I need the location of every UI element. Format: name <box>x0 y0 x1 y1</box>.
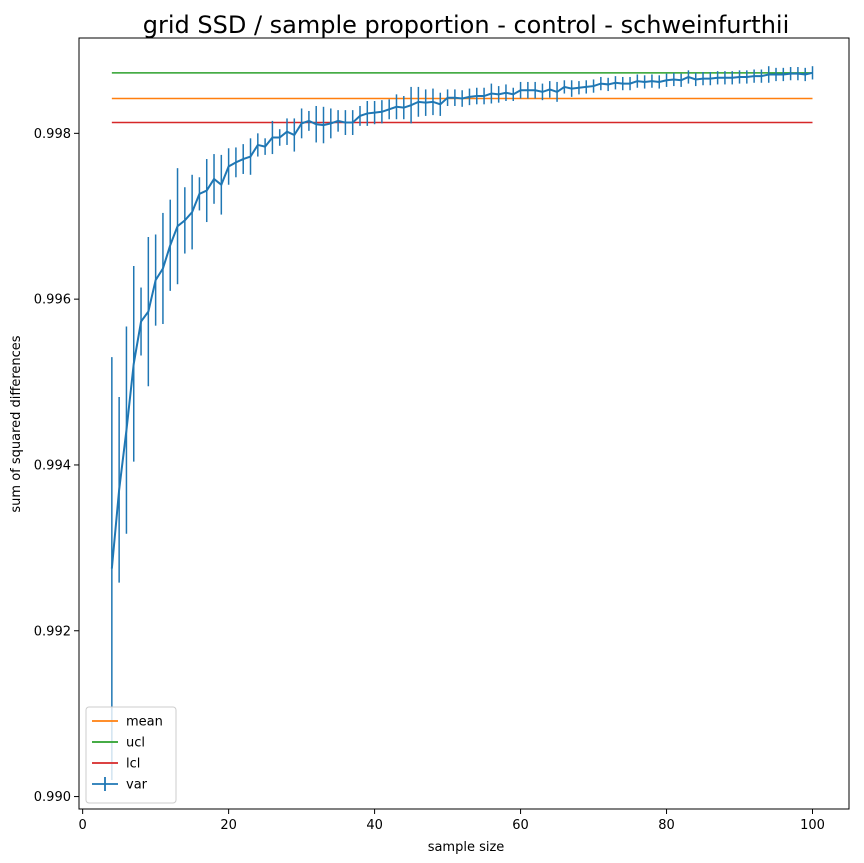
legend: mean ucl lcl var <box>85 706 177 804</box>
legend-item-var: var <box>92 777 148 793</box>
x-tick-label: 60 <box>512 818 529 833</box>
legend-item-mean: mean <box>92 715 163 730</box>
y-tick-label: 0.994 <box>34 458 71 473</box>
x-tick-label: 0 <box>79 818 87 833</box>
y-axis: 0.990 0.992 0.994 0.996 0.998 <box>34 127 79 805</box>
series-var <box>110 66 814 780</box>
legend-label: var <box>126 778 148 793</box>
legend-label: ucl <box>126 736 145 751</box>
y-tick-label: 0.998 <box>34 127 71 142</box>
legend-item-lcl: lcl <box>92 757 140 772</box>
y-tick-label: 0.996 <box>34 293 71 308</box>
x-tick-label: 40 <box>366 818 383 833</box>
x-tick-label: 80 <box>658 818 675 833</box>
x-tick-label: 20 <box>220 818 237 833</box>
legend-label: mean <box>126 715 163 730</box>
plot-frame <box>78 37 850 810</box>
series-var-line <box>110 71 813 569</box>
legend-item-ucl: ucl <box>92 736 145 751</box>
x-axis-label: sample size <box>428 840 505 855</box>
chart-title: grid SSD / sample proportion - control -… <box>143 11 790 39</box>
y-tick-label: 0.992 <box>34 624 71 639</box>
legend-label: lcl <box>126 757 140 772</box>
plot-area <box>110 66 814 780</box>
x-tick-label: 100 <box>800 818 825 833</box>
x-axis: 0 20 40 60 80 100 <box>79 809 825 833</box>
y-tick-label: 0.990 <box>34 790 71 805</box>
y-axis-label: sum of squared differences <box>9 335 24 512</box>
legend-box <box>85 706 177 804</box>
